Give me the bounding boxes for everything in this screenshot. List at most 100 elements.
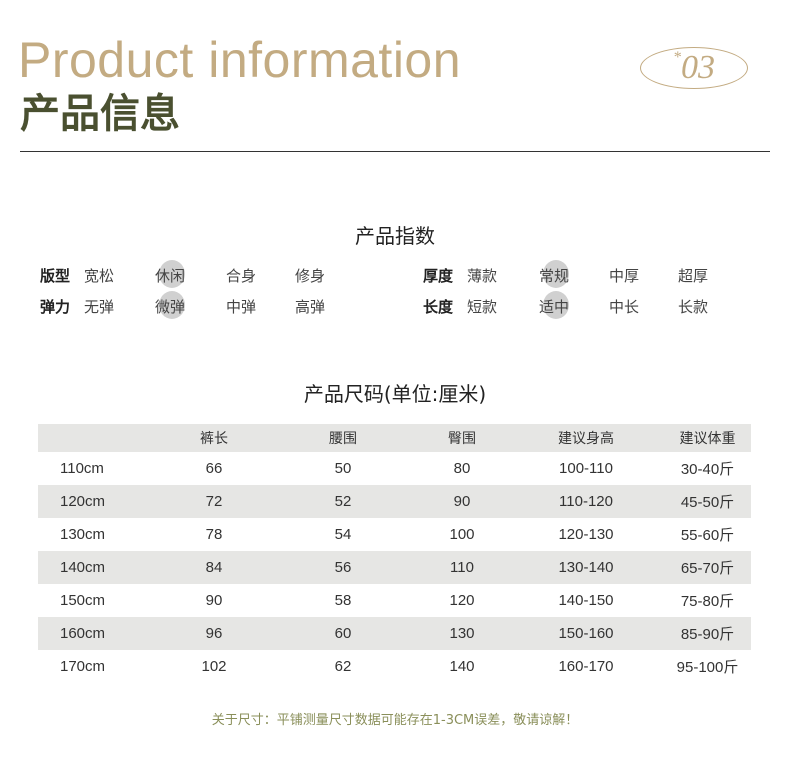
index-group-label: 弹力 [40, 298, 71, 316]
table-cell: 110-120 [559, 493, 613, 510]
index-option-label: 无弹 [84, 298, 115, 316]
index-option-label: 适中 [539, 298, 570, 316]
size-label-cell: 110cm [60, 460, 104, 477]
index-option-label: 微弹 [155, 298, 186, 316]
column-header: 腰围 [329, 431, 357, 447]
badge-number: 03 [681, 49, 715, 86]
index-group-label: 长度 [423, 298, 454, 316]
table-row: 170cm 102 62 140 160-170 95-100斤 [38, 650, 751, 683]
index-option-selected: 休闲 [155, 260, 186, 288]
table-cell: 75-80斤 [680, 593, 735, 610]
table-cell: 65-70斤 [680, 560, 735, 577]
index-option: 超厚 [678, 265, 708, 286]
table-cell: 56 [334, 559, 352, 576]
index-option-label: 合身 [226, 267, 257, 285]
table-cell: 52 [334, 493, 352, 510]
column-header: 臀围 [448, 431, 476, 447]
column-header: 裤长 [200, 431, 228, 447]
index-option: 无弹 [84, 296, 114, 317]
size-label-cell: 140cm [60, 559, 106, 576]
table-cell: 130-140 [558, 559, 614, 576]
table-cell: 140-150 [558, 592, 614, 609]
table-cell: 96 [205, 625, 223, 642]
index-option: 中厚 [609, 265, 639, 286]
index-option: 修身 [295, 265, 325, 286]
index-option-label: 常规 [539, 267, 570, 285]
size-label-cell: 130cm [60, 526, 106, 543]
table-cell: 72 [205, 493, 223, 510]
table-cell: 62 [334, 658, 352, 675]
table-row: 130cm 78 54 100 120-130 55-60斤 [38, 518, 751, 551]
table-cell: 45-50斤 [680, 494, 735, 511]
index-title: 产品指数 [355, 224, 435, 248]
index-option-selected: 适中 [539, 291, 570, 319]
table-row: 110cm 66 50 80 100-110 30-40斤 [38, 452, 751, 485]
index-option-label: 宽松 [84, 267, 115, 285]
index-option-label: 超厚 [678, 267, 709, 285]
table-cell: 84 [205, 559, 223, 576]
table-cell: 130 [449, 625, 475, 642]
table-cell: 90 [205, 592, 223, 609]
size-label-cell: 150cm [60, 592, 106, 609]
index-option-label: 短款 [467, 298, 498, 316]
index-option: 薄款 [467, 265, 497, 286]
table-row: 160cm 96 60 130 150-160 85-90斤 [38, 617, 751, 650]
index-option-label: 中长 [609, 298, 640, 316]
index-option: 合身 [226, 265, 256, 286]
table-cell: 30-40斤 [680, 461, 735, 478]
table-cell: 58 [334, 592, 352, 609]
table-cell: 120 [449, 592, 475, 609]
section-number-badge: *03 [640, 47, 748, 89]
index-option: 中长 [609, 296, 639, 317]
size-note: 关于尺寸：平铺测量尺寸数据可能存在1-3CM误差，敬请谅解！ [211, 713, 579, 728]
size-label-cell: 160cm [60, 625, 106, 642]
table-cell: 102 [201, 658, 227, 675]
table-cell: 120-130 [558, 526, 614, 543]
table-cell: 100 [449, 526, 475, 543]
table-row: 150cm 90 58 120 140-150 75-80斤 [38, 584, 751, 617]
index-option-label: 中厚 [609, 267, 640, 285]
title-chinese: 产品信息 [20, 91, 180, 137]
table-cell: 90 [453, 493, 471, 510]
table-cell: 95-100斤 [676, 659, 739, 676]
table-cell: 54 [334, 526, 352, 543]
column-header: 建议身高 [558, 431, 614, 447]
table-cell: 50 [334, 460, 352, 477]
table-cell: 55-60斤 [680, 527, 735, 544]
size-title: 产品尺码(单位:厘米) [303, 382, 487, 406]
table-cell: 110 [450, 559, 474, 576]
size-label-cell: 170cm [60, 658, 106, 675]
column-header: 建议体重 [679, 431, 736, 447]
table-row: 120cm 72 52 90 110-120 45-50斤 [38, 485, 751, 518]
table-cell: 150-160 [558, 625, 614, 642]
index-option: 短款 [467, 296, 497, 317]
index-option-label: 休闲 [155, 267, 186, 285]
column-header [38, 424, 158, 452]
size-label-cell: 120cm [60, 493, 106, 510]
table-cell: 80 [453, 460, 471, 477]
index-option-label: 修身 [295, 267, 326, 285]
title-english: Product information [18, 32, 462, 88]
index-option-selected: 微弹 [155, 291, 186, 319]
index-option: 长款 [678, 296, 708, 317]
index-option: 高弹 [295, 296, 325, 317]
badge-star: * [673, 49, 681, 66]
size-table: 裤长 腰围 臀围 建议身高 建议体重 110cm 66 50 80 100-110 30-40斤 12… [38, 424, 751, 683]
table-header-row: 裤长 腰围 臀围 建议身高 建议体重 [38, 424, 751, 452]
table-cell: 78 [205, 526, 223, 543]
divider [20, 151, 770, 152]
table-cell: 140 [449, 658, 475, 675]
index-option: 宽松 [84, 265, 114, 286]
table-cell: 100-110 [559, 460, 613, 477]
index-option-label: 薄款 [467, 267, 498, 285]
index-option-label: 高弹 [295, 298, 326, 316]
index-option-selected: 常规 [539, 260, 570, 288]
index-group-label: 厚度 [423, 267, 454, 285]
table-row: 140cm 84 56 110 130-140 65-70斤 [38, 551, 751, 584]
index-option: 中弹 [226, 296, 256, 317]
index-option-label: 长款 [678, 298, 709, 316]
index-option-label: 中弹 [226, 298, 257, 316]
table-cell: 160-170 [558, 658, 614, 675]
table-cell: 85-90斤 [680, 626, 735, 643]
index-group-label: 版型 [40, 267, 71, 285]
